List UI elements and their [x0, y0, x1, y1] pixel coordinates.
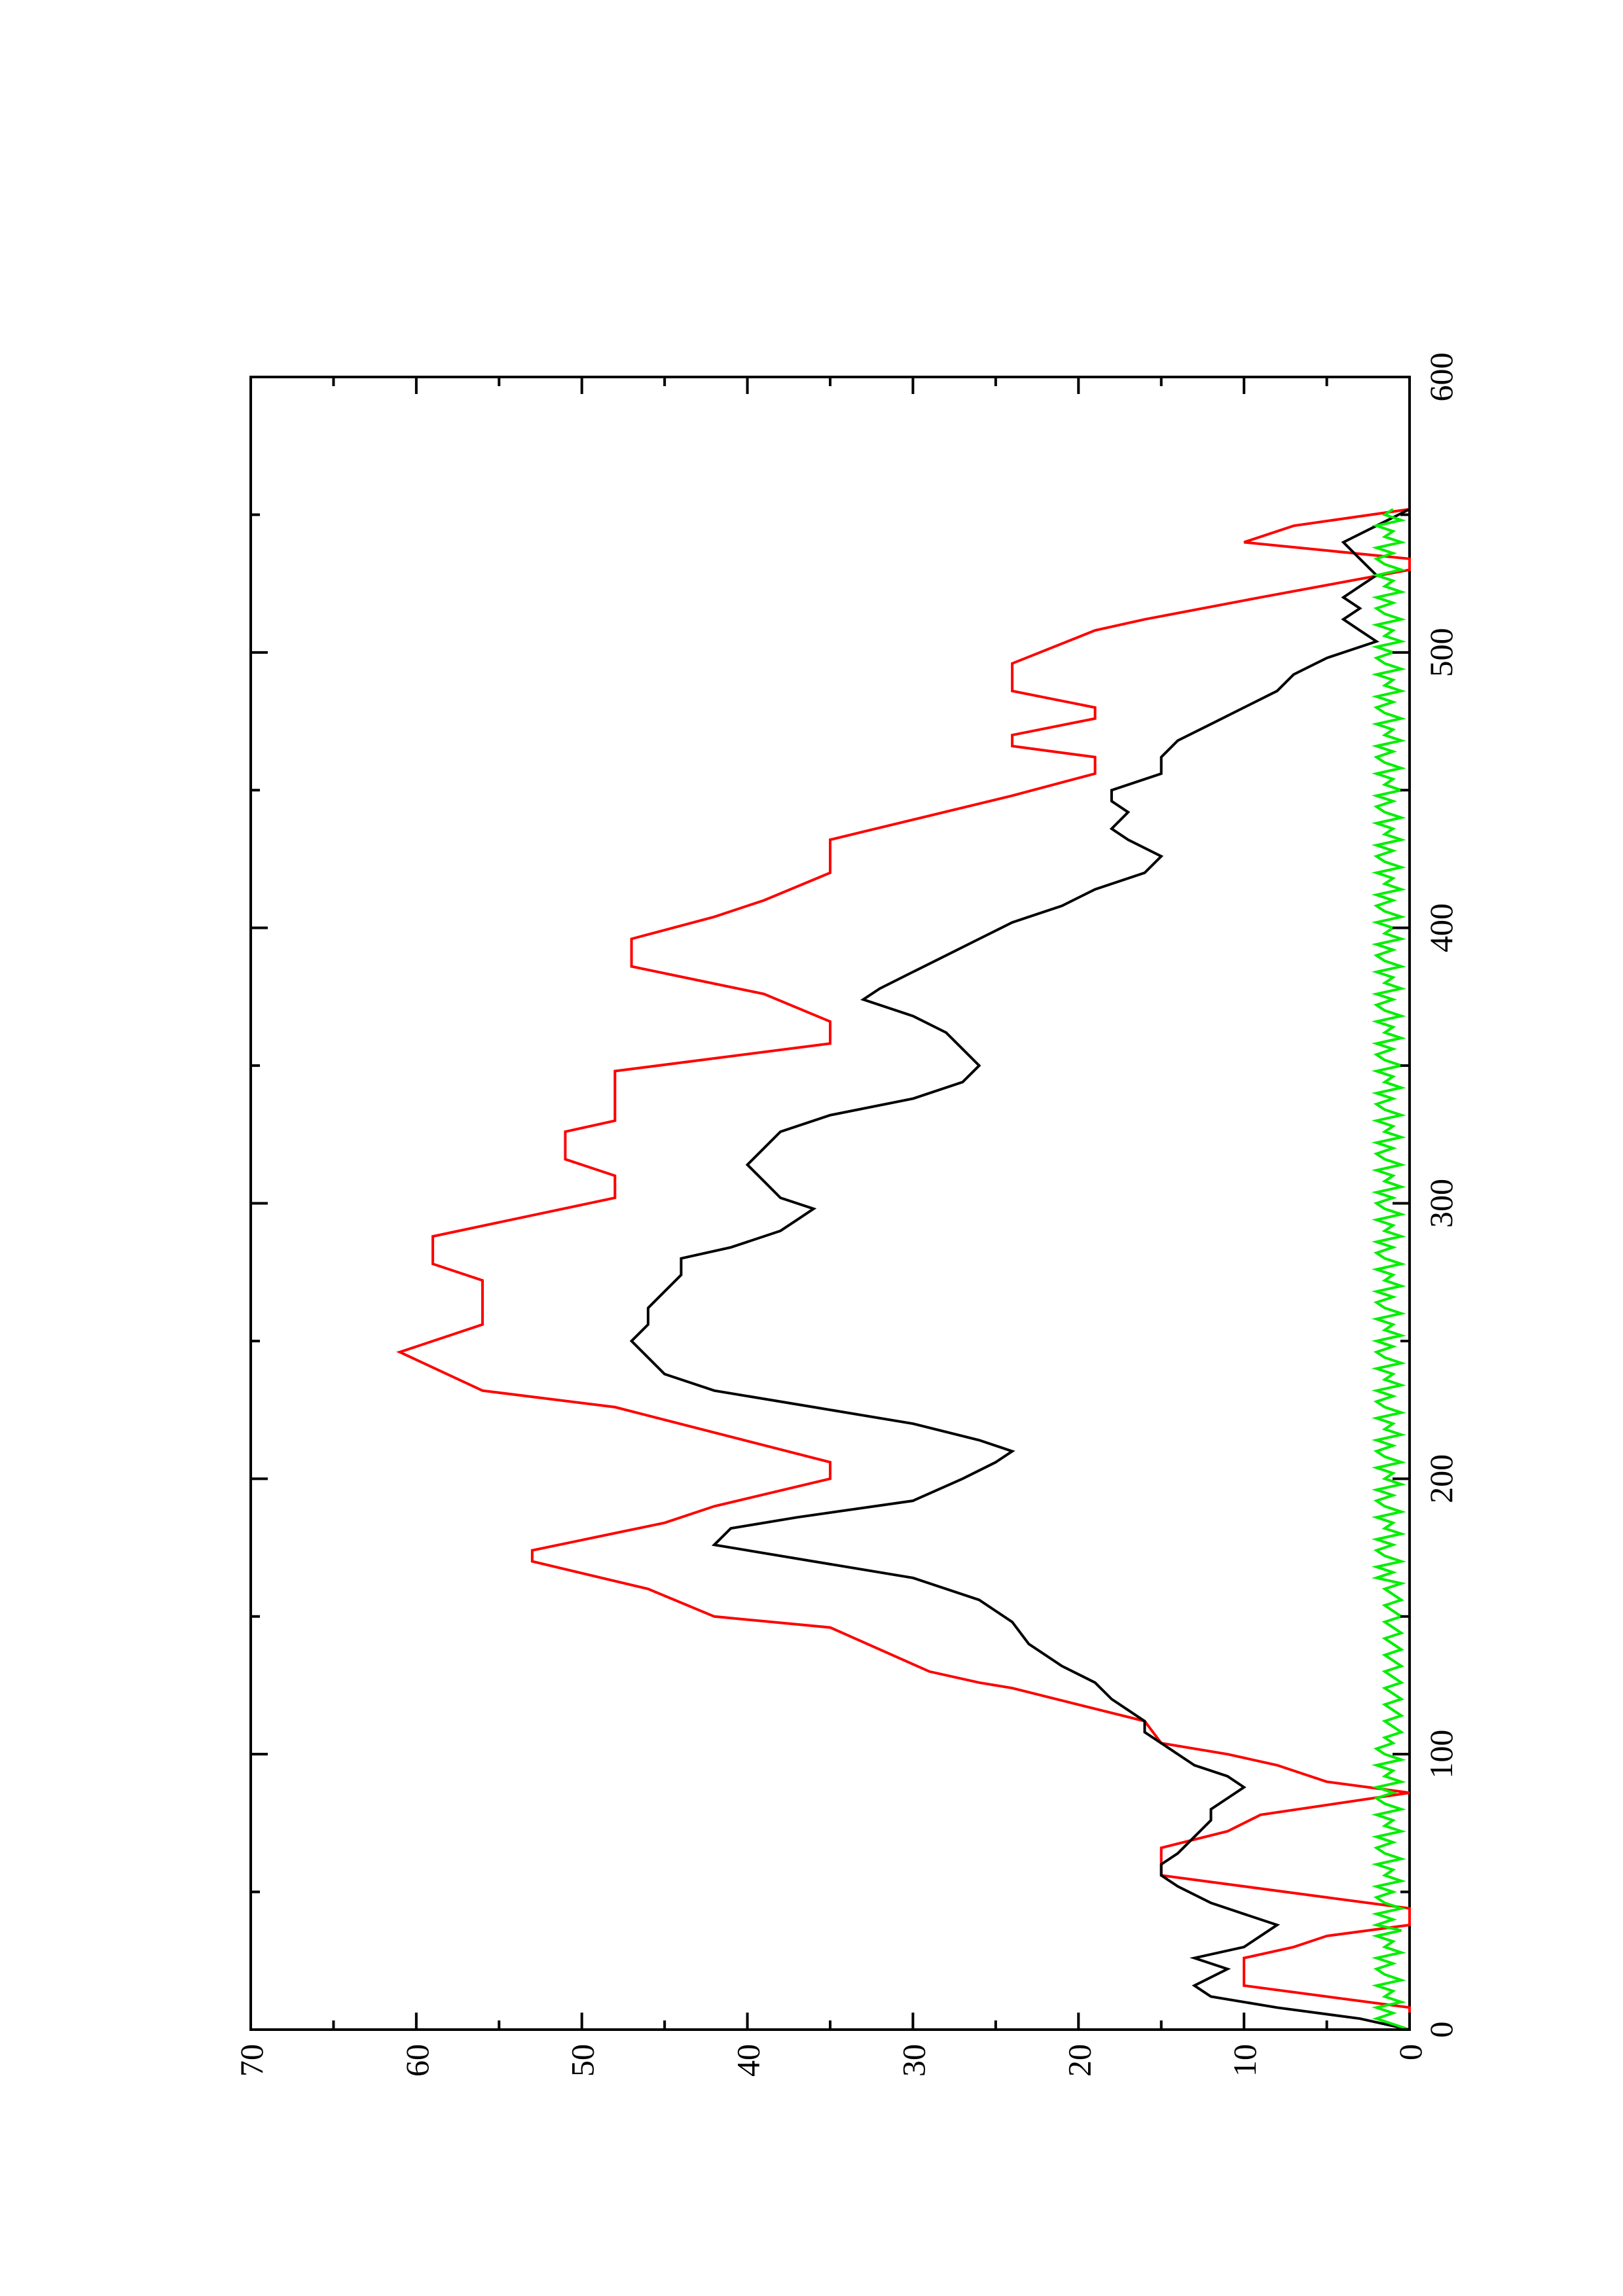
- x-tick-label: 0: [1423, 2022, 1459, 2038]
- x-tick-label: 200: [1423, 1454, 1459, 1503]
- y-tick-label: 10: [1226, 2044, 1263, 2077]
- series-line-1: [396, 508, 1411, 2030]
- series-layer: [396, 508, 1411, 2031]
- y-tick-label: 60: [399, 2044, 435, 2077]
- y-tick-label: 30: [895, 2044, 932, 2077]
- series-line-2: [629, 508, 1410, 2031]
- y-tick-label: 40: [730, 2044, 767, 2077]
- y-tick-label: 50: [564, 2044, 601, 2077]
- x-tick-label: 100: [1423, 1730, 1459, 1779]
- x-tick-label: 300: [1423, 1179, 1459, 1228]
- y-tick-label: 0: [1392, 2044, 1429, 2060]
- x-tick-label: 500: [1423, 628, 1459, 677]
- tick-layer: [249, 376, 1411, 2031]
- tick-label-layer: 0 100 200 300 400 500 600 0 10 20 30 40 50 60 70: [233, 353, 1459, 2077]
- series-line-3: [1371, 508, 1410, 2031]
- x-tick-label: 600: [1423, 353, 1459, 402]
- y-tick-label: 20: [1061, 2044, 1097, 2077]
- y-tick-label: 70: [233, 2044, 270, 2077]
- x-tick-label: 400: [1423, 903, 1459, 952]
